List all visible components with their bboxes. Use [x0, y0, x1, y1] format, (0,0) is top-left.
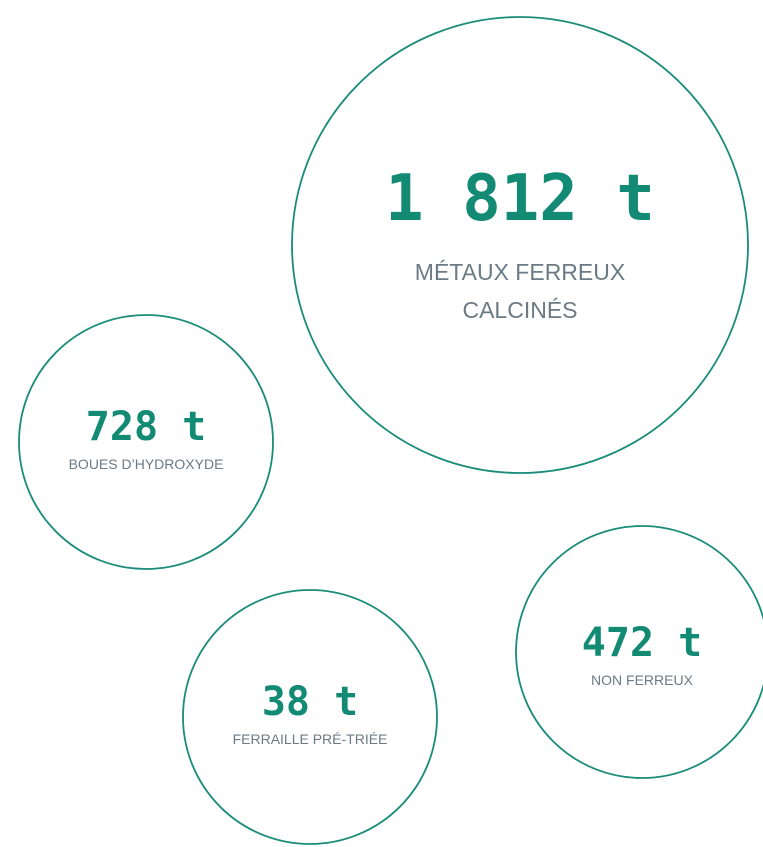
- bubble-value: 472 t: [582, 620, 702, 666]
- bubble-value: 1 812 t: [385, 162, 655, 236]
- bubble-circle: [18, 314, 274, 570]
- bubble-value: 38 t: [262, 679, 358, 725]
- bubble-circle: [291, 16, 749, 474]
- bubble-label: MÉTAUX FERREUX: [415, 259, 625, 285]
- bubble-label: NON FERREUX: [591, 672, 694, 688]
- bubble-label: FERRAILLE PRÉ-TRIÉE: [233, 731, 388, 747]
- bubble-circle: [182, 589, 438, 845]
- bubble-circle: [515, 525, 763, 779]
- bubble-value: 728 t: [86, 404, 206, 450]
- bubble-label: CALCINÉS: [462, 297, 577, 323]
- bubble-label: BOUES D’HYDROXYDE: [69, 456, 224, 472]
